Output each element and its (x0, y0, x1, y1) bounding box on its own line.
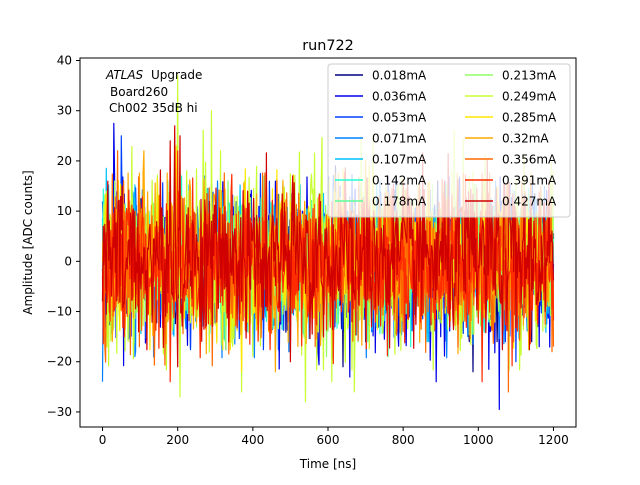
legend-label: 0.018mA (372, 69, 427, 83)
atlas-label: ATLAS (105, 68, 144, 82)
x-axis-ticks: 0 200 400 600 800 1000 1200 (99, 427, 569, 447)
legend-label: 0.32mA (502, 132, 549, 146)
y-axis-ticks: −30 −20 −10 0 10 20 30 40 (47, 54, 80, 419)
x-tick-label: 800 (392, 433, 415, 447)
x-tick-label: 1000 (463, 433, 494, 447)
channel-annotation: Ch002 35dB hi (109, 101, 198, 115)
legend: 0.018mA 0.036mA 0.053mA 0.071mA 0.107mA 0.142… (327, 63, 571, 218)
legend-label: 0.053mA (372, 111, 427, 125)
x-tick-label: 1200 (538, 433, 569, 447)
board-annotation: Board260 (110, 85, 168, 99)
y-tick-label: 10 (57, 204, 72, 218)
legend-label: 0.213mA (502, 69, 557, 83)
atlas-annotation: ATLAS Upgrade (105, 68, 202, 82)
y-tick-label: −10 (47, 305, 72, 319)
legend-label: 0.356mA (502, 153, 557, 167)
x-tick-label: 0 (99, 433, 107, 447)
x-tick-label: 600 (317, 433, 340, 447)
x-tick-label: 400 (241, 433, 264, 447)
legend-box (327, 63, 571, 218)
legend-label: 0.249mA (502, 90, 557, 104)
legend-entries: 0.018mA 0.036mA 0.053mA 0.071mA 0.107mA 0.142… (335, 69, 557, 209)
y-axis-label: Amplitude [ADC counts] (21, 170, 35, 314)
y-tick-label: 40 (57, 54, 72, 68)
legend-label: 0.427mA (502, 195, 557, 209)
legend-label: 0.285mA (502, 111, 557, 125)
x-tick-label: 200 (166, 433, 189, 447)
legend-label: 0.142mA (372, 174, 427, 188)
x-axis-label: Time [ns] (299, 457, 356, 471)
legend-label: 0.178mA (372, 195, 427, 209)
series-line (101, 125, 555, 368)
y-tick-label: 30 (57, 104, 72, 118)
legend-label: 0.107mA (372, 153, 427, 167)
legend-label: 0.036mA (372, 90, 427, 104)
legend-label: 0.391mA (502, 174, 557, 188)
y-tick-label: 20 (57, 154, 72, 168)
y-tick-label: −20 (47, 355, 72, 369)
chart-title: run722 (302, 38, 354, 54)
y-tick-label: 0 (64, 254, 72, 268)
upgrade-label: Upgrade (151, 68, 202, 82)
legend-label: 0.071mA (372, 132, 427, 146)
y-tick-label: −30 (47, 405, 72, 419)
